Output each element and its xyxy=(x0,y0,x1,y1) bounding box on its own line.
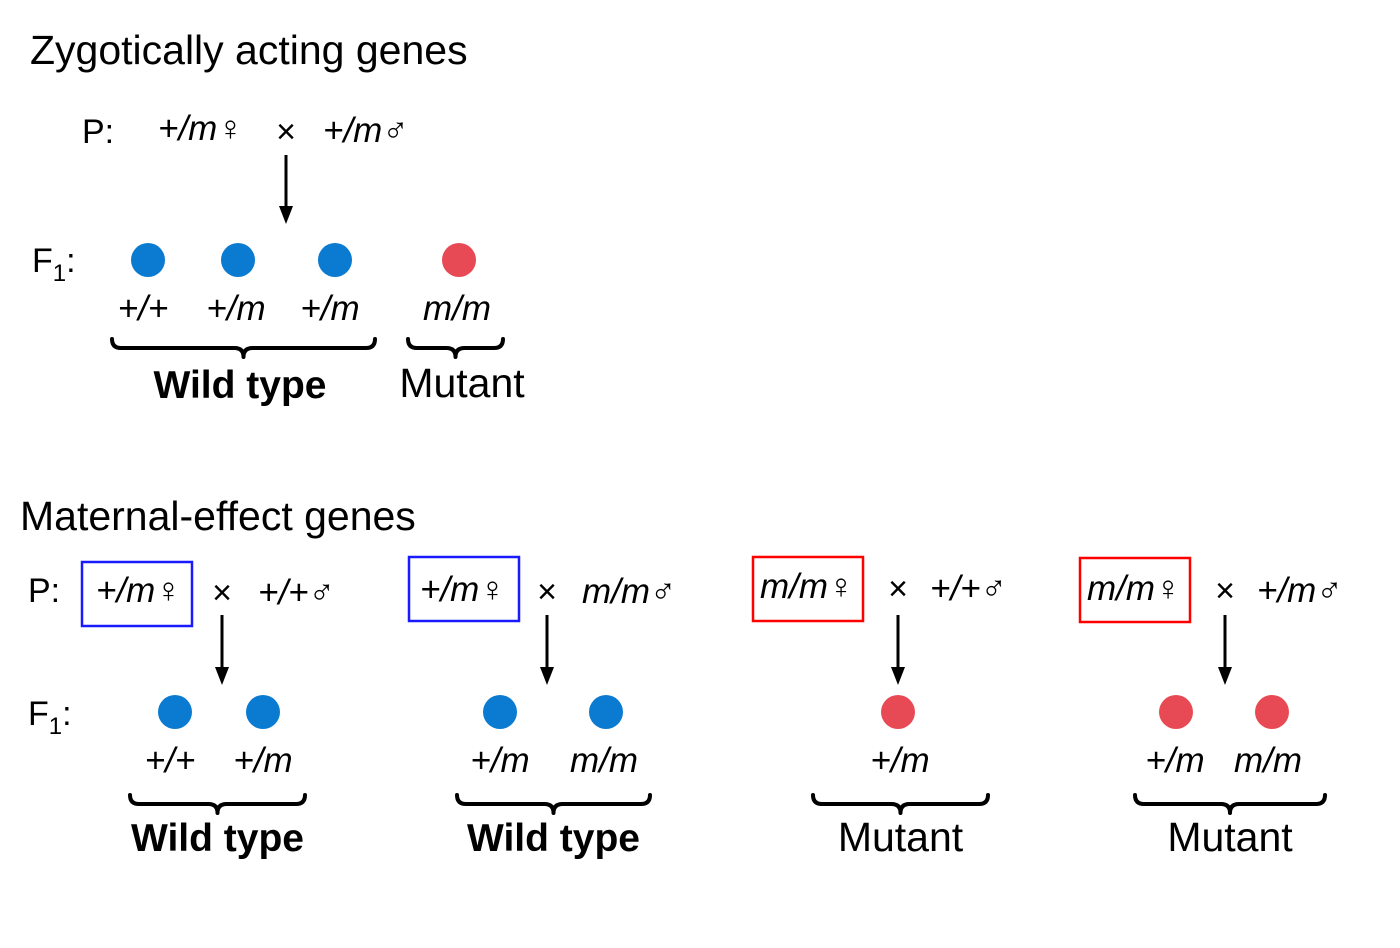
parent-female-genotype: +/m♀ xyxy=(420,570,506,609)
offspring-dot-wild xyxy=(131,243,165,277)
arrow-head xyxy=(279,206,293,224)
mother-highlight-box xyxy=(407,555,521,623)
cross-symbol: × xyxy=(1215,572,1235,610)
offspring-genotype: +/m xyxy=(470,741,529,780)
arrow-head xyxy=(1218,667,1232,685)
p-label: P: xyxy=(28,572,60,610)
offspring-genotype: +/+ xyxy=(118,289,169,328)
f1-colon: : xyxy=(62,695,71,733)
cross-arrow xyxy=(1218,615,1232,685)
parent-female-genotype: +/m♀ xyxy=(158,109,244,148)
offspring-genotype: m/m xyxy=(1234,741,1302,780)
result-label: Wild type xyxy=(467,817,640,860)
cross-arrow xyxy=(540,615,554,685)
group-label-mutant: Mutant xyxy=(399,360,525,406)
offspring-dot-wild xyxy=(158,695,192,729)
mother-highlight-box xyxy=(80,560,194,628)
result-label: Mutant xyxy=(1167,814,1293,860)
brace-mutant xyxy=(811,793,990,815)
brace-wild xyxy=(455,793,652,815)
brace-wild-type xyxy=(110,337,377,359)
offspring-dot-mutant xyxy=(1255,695,1289,729)
parent-male-genotype: m/m♂ xyxy=(582,572,676,611)
cross-arrow xyxy=(891,615,905,685)
cross-symbol: × xyxy=(276,113,296,151)
cross-symbol: × xyxy=(537,573,557,611)
offspring-dot-mutant xyxy=(881,695,915,729)
section-title-maternal: Maternal-effect genes xyxy=(20,493,416,539)
arrow-head xyxy=(215,667,229,685)
offspring-genotype: +/m xyxy=(233,741,292,780)
offspring-dot-wild xyxy=(246,695,280,729)
offspring-dot-mutant xyxy=(1159,695,1193,729)
section-title-zygotic: Zygotically acting genes xyxy=(30,27,468,73)
offspring-genotype: m/m xyxy=(570,741,638,780)
offspring-genotype: +/m xyxy=(1145,741,1204,780)
parent-male-genotype: +/m♂ xyxy=(323,111,409,150)
offspring-dot-wild xyxy=(483,695,517,729)
mother-highlight-box xyxy=(751,555,865,623)
cross-symbol: × xyxy=(888,570,908,608)
cross-arrow xyxy=(279,155,293,224)
offspring-genotype: +/+ xyxy=(145,741,196,780)
f1-subscript: 1 xyxy=(49,713,62,740)
p-label: P: xyxy=(82,113,114,151)
cross-symbol: × xyxy=(212,574,232,612)
f1-label: F1: xyxy=(28,695,72,740)
f1-letter: F xyxy=(32,242,53,280)
offspring-genotype: +/m xyxy=(300,289,359,328)
parent-male-genotype: +/+♂ xyxy=(258,573,335,612)
parent-male-genotype: +/+♂ xyxy=(930,569,1007,608)
parent-male-genotype: +/m♂ xyxy=(1257,571,1343,610)
arrow-head xyxy=(891,667,905,685)
offspring-dot-wild xyxy=(221,243,255,277)
parent-female-genotype: m/m♀ xyxy=(760,567,854,606)
parent-female-genotype: m/m♀ xyxy=(1087,569,1181,608)
offspring-dot-wild xyxy=(318,243,352,277)
f1-letter: F xyxy=(28,695,49,733)
brace-wild xyxy=(128,793,307,815)
offspring-genotype: m/m xyxy=(423,289,491,328)
f1-colon: : xyxy=(66,242,75,280)
offspring-genotype: +/m xyxy=(870,741,929,780)
offspring-dot-mutant xyxy=(442,243,476,277)
cross-arrow xyxy=(215,615,229,685)
f1-subscript: 1 xyxy=(53,260,66,287)
parent-female-genotype: +/m♀ xyxy=(96,571,182,610)
f1-label: F1: xyxy=(32,242,76,287)
offspring-dot-wild xyxy=(589,695,623,729)
mother-highlight-box xyxy=(1078,556,1192,624)
brace-mutant xyxy=(406,337,505,359)
group-label-wild-type: Wild type xyxy=(154,364,327,407)
result-label: Mutant xyxy=(838,814,964,860)
arrow-head xyxy=(540,667,554,685)
brace-mutant xyxy=(1133,793,1327,815)
offspring-genotype: +/m xyxy=(206,289,265,328)
result-label: Wild type xyxy=(131,817,304,860)
